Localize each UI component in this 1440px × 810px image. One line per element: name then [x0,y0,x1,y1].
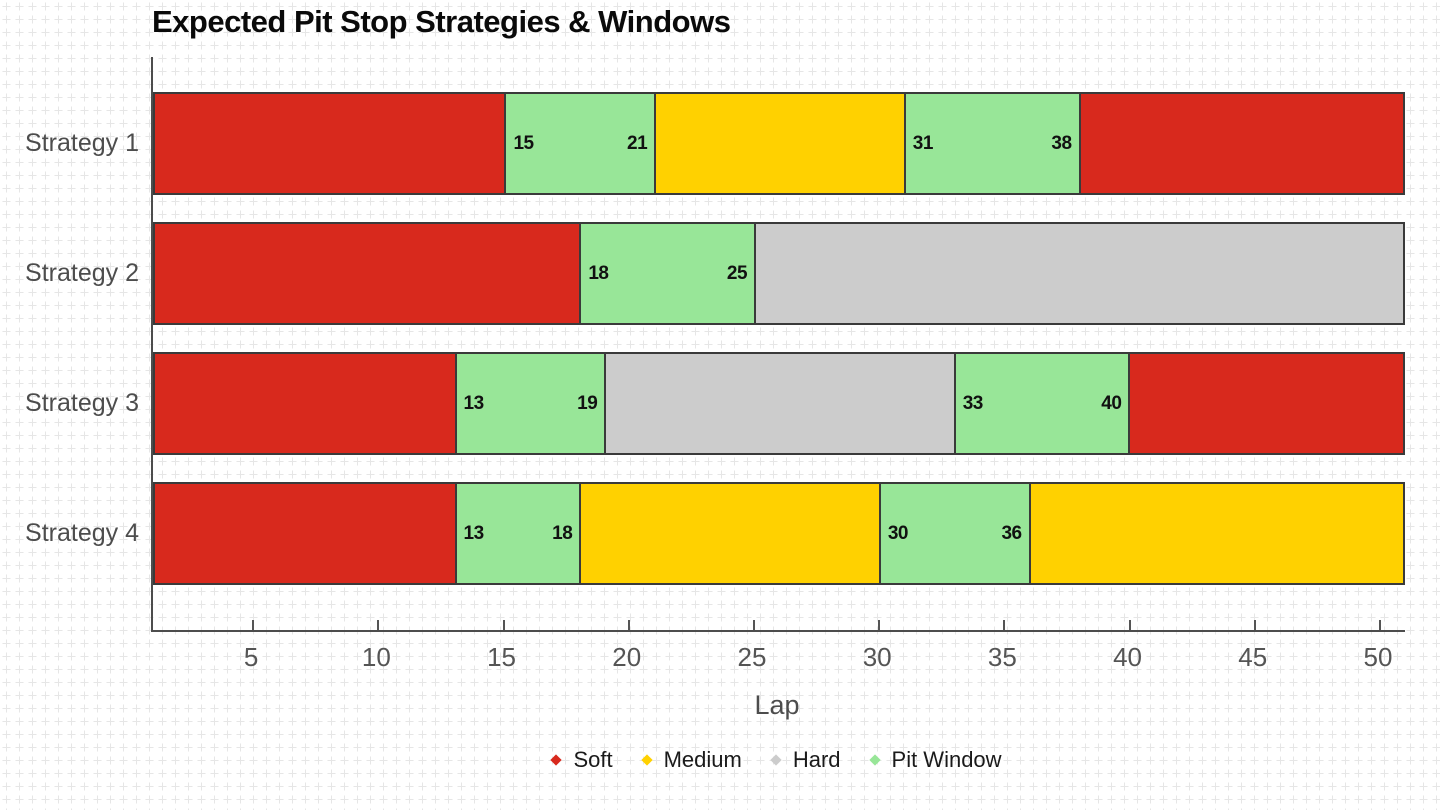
segment-soft [155,224,580,323]
x-tick-label: 35 [987,642,1017,672]
x-tick-mark [627,620,630,630]
x-tick-label: 45 [1238,642,1268,672]
segment-soft [155,354,455,453]
chart-title: Expected Pit Stop Strategies & Windows [152,4,731,39]
plot-area: 15 21 31 38 18 25 13 19 33 40 13 18 30 36 [151,57,1405,632]
segment-pit-window: 13 18 [454,484,580,583]
strategy-bar: 13 18 30 36 [153,482,1405,585]
segment-pit-window: 31 38 [903,94,1079,193]
window-start-label: 31 [912,132,934,154]
x-tick-mark [377,620,380,630]
segment-medium [654,94,904,193]
x-tick-mark [1003,620,1006,630]
x-tick-mark [1378,620,1381,630]
legend-diamond-icon [640,754,653,766]
x-tick-mark [752,620,755,630]
y-axis-label: Strategy 1 [25,129,139,157]
segment-medium [1028,484,1403,583]
x-tick-label: 50 [1363,642,1393,672]
window-start-label: 13 [463,392,485,414]
x-tick-mark [878,620,881,630]
window-start-label: 30 [887,522,909,544]
y-axis-label: Strategy 2 [25,259,139,287]
segment-pit-window: 13 19 [454,354,605,453]
segment-soft [1128,354,1403,453]
legend-item-pit-window: Pit Window [868,747,1002,773]
window-start-label: 18 [588,262,609,284]
legend-label: Hard [792,747,841,772]
legend-item-medium: Medium [640,747,742,773]
segment-soft [155,484,455,583]
segment-pit-window: 33 40 [953,354,1129,453]
x-tick-mark [1253,620,1256,630]
legend-label: Pit Window [891,747,1002,772]
window-end-label: 38 [1051,132,1072,154]
legend-diamond-icon [550,754,563,766]
segment-hard [754,224,1403,323]
window-end-label: 18 [552,522,573,544]
legend-diamond-icon [770,754,782,766]
window-end-label: 25 [726,262,748,284]
strategy-bar: 18 25 [153,222,1405,325]
window-start-label: 13 [463,522,485,544]
x-tick-label: 20 [612,642,642,672]
segment-medium [579,484,879,583]
x-tick-label: 30 [862,642,892,672]
x-tick-mark [502,620,505,630]
strategy-bar: 15 21 31 38 [153,92,1405,195]
x-tick-label: 5 [243,642,259,672]
window-end-label: 40 [1101,392,1122,414]
x-tick-label: 40 [1113,642,1143,672]
x-tick-label: 10 [361,642,391,672]
window-end-label: 36 [1001,522,1022,544]
window-end-label: 19 [577,392,598,414]
legend: Soft Medium Hard Pit Window [151,742,1403,778]
x-tick-label: 15 [487,642,517,672]
segment-hard [604,354,954,453]
strategy-bar: 13 19 33 40 [153,352,1405,455]
x-tick-mark [252,620,255,630]
window-start-label: 15 [513,132,534,154]
legend-item-soft: Soft [550,747,613,773]
x-axis-title: Lap [754,690,800,720]
x-tick-mark [1128,620,1131,630]
y-axis-label: Strategy 4 [25,519,139,547]
legend-diamond-icon [868,754,881,766]
segment-pit-window: 18 25 [579,224,755,323]
segment-soft [1078,94,1403,193]
segment-soft [155,94,505,193]
legend-label: Medium [663,747,742,772]
segment-pit-window: 15 21 [504,94,655,193]
window-start-label: 33 [962,392,984,414]
window-end-label: 21 [627,132,648,154]
legend-item-hard: Hard [770,747,841,773]
y-axis-label: Strategy 3 [25,389,139,417]
segment-pit-window: 30 36 [878,484,1029,583]
x-tick-label: 25 [737,642,767,672]
legend-label: Soft [573,747,613,772]
